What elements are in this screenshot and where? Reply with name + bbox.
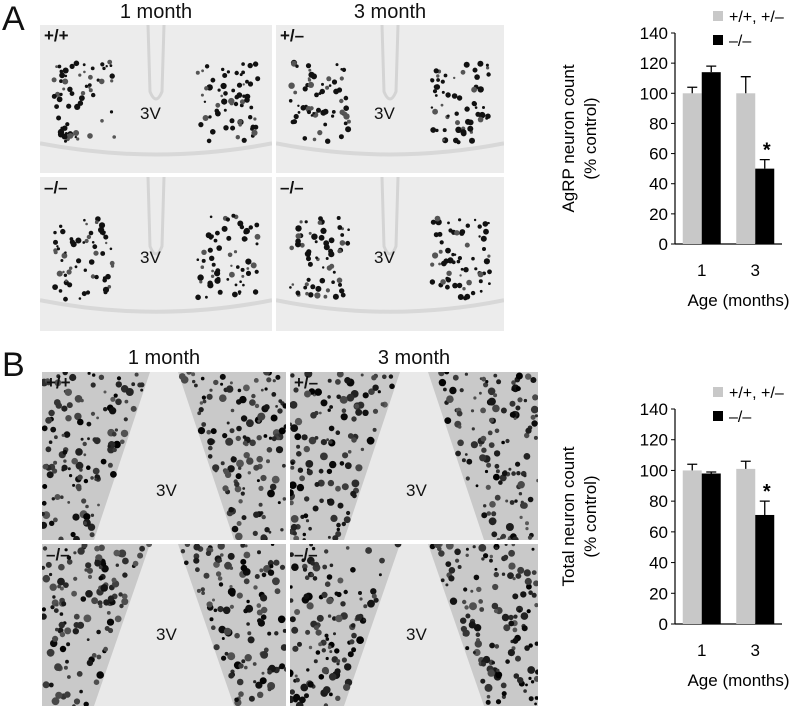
y-axis-label: (% control)	[581, 475, 600, 557]
error-bar	[687, 463, 698, 471]
error-bar	[759, 158, 770, 169]
legend-label: +/+, +/–	[729, 9, 784, 26]
y-tick-label: 20	[649, 584, 668, 603]
error-bar	[740, 460, 751, 469]
y-tick-label: 80	[649, 492, 668, 511]
third-ventricle-label: 3V	[406, 625, 427, 644]
error-bar	[740, 76, 751, 94]
bar	[682, 93, 702, 245]
y-tick-label: 140	[640, 400, 668, 419]
genotype-label: +/–	[294, 373, 319, 392]
x-tick-label: 1	[697, 641, 706, 660]
genotype-label: –/–	[294, 545, 318, 564]
legend-swatch	[713, 387, 723, 397]
chart-a-agrp-neuron-count: 0 20 40 60 80 100 120 140 1 * 3 Age (months) AgRP ne…	[559, 9, 790, 310]
error-bar	[706, 65, 717, 73]
y-tick-label: 60	[649, 523, 668, 542]
legend-swatch	[713, 411, 723, 421]
legend-label: –/–	[729, 33, 751, 50]
significance-marker: *	[763, 481, 771, 503]
legend-label: –/–	[729, 409, 751, 426]
y-axis-label: AgRP neuron count	[559, 64, 578, 212]
bar	[736, 93, 756, 245]
panel-b-letter: B	[2, 346, 25, 384]
third-ventricle-label: 3V	[156, 625, 177, 644]
genotype-label: –/–	[44, 178, 68, 197]
micrograph-a-3month-ko: –/– 3V	[276, 177, 504, 331]
x-tick-label: 1	[697, 261, 706, 280]
y-tick-label: 120	[640, 431, 668, 450]
genotype-label: +/+	[44, 26, 69, 45]
y-tick-label: 0	[659, 235, 668, 254]
y-tick-label: 0	[659, 615, 668, 634]
third-ventricle-label: 3V	[374, 104, 395, 123]
panel-a-letter: A	[2, 0, 25, 38]
panel-b-col-title-2: 3 month	[377, 347, 451, 369]
y-tick-label: 120	[640, 54, 668, 73]
third-ventricle-label: 3V	[374, 248, 395, 267]
y-tick-label: 40	[649, 554, 668, 573]
genotype-label: –/–	[46, 545, 70, 564]
error-bar	[759, 500, 770, 515]
x-tick-label: 3	[751, 261, 760, 280]
error-bar	[687, 86, 698, 94]
bar	[682, 470, 702, 624]
micrograph-b-3month-het: +/– 3V	[290, 372, 538, 540]
y-tick-label: 80	[649, 114, 668, 133]
panel-a-col-title-2: 3 month	[353, 1, 427, 23]
genotype-label: +/–	[280, 26, 305, 45]
legend-swatch	[713, 11, 723, 21]
third-ventricle-label: 3V	[156, 481, 177, 500]
genotype-label: +/+	[46, 373, 71, 392]
bar	[755, 168, 775, 244]
genotype-label: –/–	[280, 178, 304, 197]
micrograph-b-3month-ko: –/– 3V	[290, 544, 538, 706]
bar	[755, 514, 775, 624]
x-axis-label: Age (months)	[687, 291, 789, 310]
panel-b-col-title-1: 1 month	[127, 347, 201, 369]
y-tick-label: 60	[649, 145, 668, 164]
significance-marker: *	[763, 140, 771, 162]
error-bar	[706, 471, 717, 474]
y-axis-label: (% control)	[581, 97, 600, 179]
micrograph-b-1month-ko: –/– 3V	[42, 544, 286, 706]
micrograph-a-1month-ko: –/– 3V	[40, 177, 272, 331]
y-tick-label: 140	[640, 24, 668, 43]
bar	[701, 473, 721, 624]
y-tick-label: 100	[640, 461, 668, 480]
third-ventricle-label: 3V	[140, 248, 161, 267]
micrograph-a-3month-het: +/– 3V	[276, 25, 504, 173]
third-ventricle-label: 3V	[406, 481, 427, 500]
chart-b-total-neuron-count: 0 20 40 60 80 100 120 140 1 * 3 Age (months) Total n…	[559, 385, 790, 690]
x-tick-label: 3	[751, 641, 760, 660]
micrograph-b-1month-wt: +/+ 3V	[42, 372, 286, 540]
bar	[736, 468, 756, 624]
micrograph-a-1month-wt: +/+ 3V	[40, 25, 272, 173]
bar	[701, 72, 721, 244]
y-tick-label: 40	[649, 175, 668, 194]
y-tick-label: 100	[640, 84, 668, 103]
y-tick-label: 20	[649, 205, 668, 224]
third-ventricle-label: 3V	[140, 104, 161, 123]
x-axis-label: Age (months)	[687, 671, 789, 690]
legend-swatch	[713, 35, 723, 45]
y-axis-label: Total neuron count	[559, 446, 578, 586]
legend-label: +/+, +/–	[729, 385, 784, 402]
panel-a-col-title-1: 1 month	[119, 1, 193, 23]
